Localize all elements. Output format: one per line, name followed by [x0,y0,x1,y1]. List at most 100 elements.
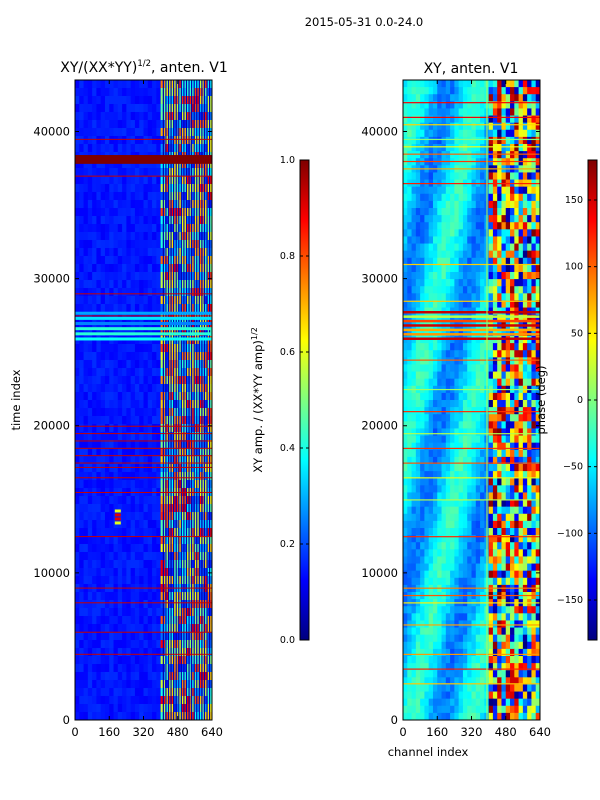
heatmap-cell [454,456,460,465]
heatmap-cell [152,136,157,145]
heatmap-cell [104,232,110,241]
heatmap-cell [130,632,136,641]
heatmap-cell [109,616,115,625]
heatmap-cell [147,424,153,433]
heatmap-cell [471,449,477,458]
heatmap-cell [527,414,533,422]
heatmap-cell [130,608,136,617]
heatmap-cell [122,144,127,153]
heatmap-cell [467,542,473,550]
heatmap-cell [113,576,119,585]
heatmap-cell [527,80,533,88]
heatmap-cell [445,513,451,522]
heatmap-cell [100,200,106,209]
heatmap-cell [139,184,145,193]
heatmap-cell [134,200,140,209]
heatmap-cell [462,442,468,451]
heatmap-cell [450,87,455,95]
heatmap-cell [96,688,102,697]
heatmap-cell [501,257,507,266]
heatmap-cell [458,435,464,444]
heatmap-cell [190,376,196,385]
heatmap-cell [411,542,417,550]
heatmap-cell [505,520,511,529]
heatmap-cell [87,456,93,465]
heatmap-cell [152,624,157,633]
heatmap-cell [147,304,153,313]
heatmap-cell [522,428,528,437]
heatmap-cell [437,328,443,337]
heatmap-cell [134,432,140,441]
heatmap-cell [428,421,434,430]
heatmap-cell [147,248,153,257]
heatmap-cell [177,528,183,537]
heatmap-cell [518,314,524,323]
heatmap-cell [462,520,468,529]
heatmap-cell [497,264,503,273]
heatmap-cell [522,421,528,430]
heatmap-cell [411,87,417,95]
heatmap-cell [454,414,460,422]
heatmap-cell [471,400,477,408]
heatmap-cell [450,215,455,223]
heatmap-cell [130,88,136,97]
heatmap-cell [113,144,119,153]
heatmap-cell [428,136,434,145]
heatmap-cell [143,240,149,249]
heatmap-cell [514,257,520,266]
heatmap-cell [156,632,162,641]
heatmap-cell [501,428,507,437]
heatmap-cell [432,264,438,273]
heatmap-cell [475,193,481,202]
heatmap-cell [450,577,455,586]
heatmap-cell [96,608,102,617]
heatmap-cell [462,151,468,159]
heatmap-cell [126,248,132,257]
heatmap-cell [420,193,426,202]
heatmap-cell [113,360,119,369]
heatmap-cell [156,672,162,681]
heatmap-cell [407,435,413,444]
heatmap-cell [96,408,102,417]
heatmap-cell [480,300,485,309]
heatmap-cell [407,151,413,159]
heatmap-cell [139,256,145,265]
heatmap-cell [122,680,127,689]
heatmap-cell [96,448,102,457]
heatmap-cell [407,478,413,486]
heatmap-cell [437,414,443,422]
heatmap-cell [467,193,473,202]
heatmap-cell [527,129,533,138]
heatmap-cell [87,160,93,169]
heatmap-cell [432,442,438,451]
heatmap-cell [501,528,507,536]
heatmap-cell [467,563,473,572]
heatmap-cell [83,568,89,577]
heatmap-cell [471,193,477,202]
heatmap-cell [424,236,430,245]
heatmap-cell [514,378,520,387]
heatmap-cell [100,600,106,609]
heatmap-cell [531,115,537,124]
heatmap-cell [203,528,209,537]
heatmap-cell [488,279,494,287]
heatmap-cell [428,314,434,323]
heatmap-cell [492,286,498,294]
heatmap-cell [535,506,540,515]
heatmap-cell [518,208,524,216]
heatmap-cell [122,640,127,649]
heatmap-cell [467,449,473,458]
heatmap-cell [143,104,149,113]
heatmap-cell [83,440,89,449]
heatmap-cell [139,408,145,417]
heatmap-cell [407,364,413,373]
heatmap-cell [411,513,417,522]
heatmap-cell [100,448,106,457]
heatmap-cell [117,560,123,569]
heatmap-cell [535,535,540,543]
heatmap-cell [420,272,426,280]
chart-a-colorbar-label-main: XY amp. / (XX*YY amp) [251,340,265,473]
heatmap-cell [152,352,157,361]
heatmap-cell [126,160,132,169]
heatmap-cell [92,448,98,457]
